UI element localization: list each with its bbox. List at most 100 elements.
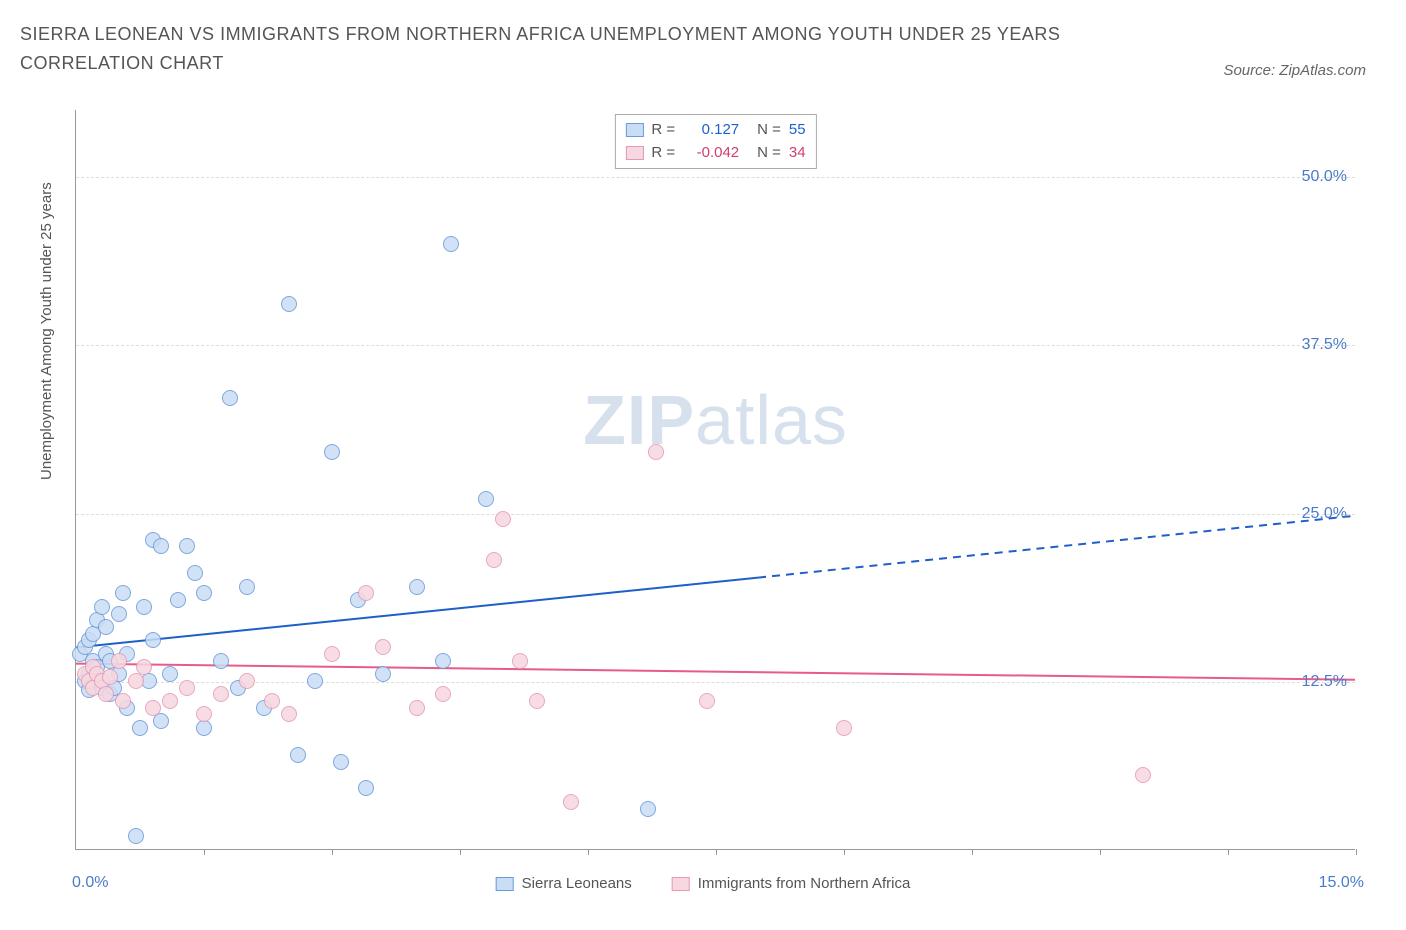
stat-n-label: N = [757, 119, 781, 142]
scatter-point [115, 585, 131, 601]
scatter-point [264, 693, 280, 709]
scatter-point [1135, 767, 1151, 783]
gridline-h [76, 682, 1355, 683]
gridline-h [76, 514, 1355, 515]
scatter-point [196, 585, 212, 601]
scatter-point [145, 632, 161, 648]
scatter-point [196, 706, 212, 722]
x-tick [716, 849, 717, 855]
x-tick [1228, 849, 1229, 855]
chart-container: SIERRA LEONEAN VS IMMIGRANTS FROM NORTHE… [20, 20, 1386, 910]
series-swatch [625, 123, 643, 137]
stats-legend-box: R =0.127N = 55R =-0.042N = 34 [614, 114, 816, 169]
scatter-point [529, 693, 545, 709]
scatter-point [358, 780, 374, 796]
gridline-h [76, 345, 1355, 346]
scatter-point [213, 653, 229, 669]
scatter-point [179, 680, 195, 696]
legend-bottom: Sierra Leoneans Immigrants from Northern … [496, 875, 911, 892]
scatter-point [836, 720, 852, 736]
scatter-point [179, 538, 195, 554]
x-tick [1356, 849, 1357, 855]
scatter-point [375, 666, 391, 682]
scatter-point [307, 673, 323, 689]
y-tick-label: 25.0% [1302, 505, 1347, 523]
scatter-point [358, 585, 374, 601]
scatter-point [512, 653, 528, 669]
x-tick [1100, 849, 1101, 855]
scatter-point [281, 296, 297, 312]
scatter-point [111, 606, 127, 622]
stat-r-label: R = [651, 142, 675, 165]
scatter-point [495, 511, 511, 527]
scatter-point [640, 801, 656, 817]
plot-area: ZIPatlas R =0.127N = 55R =-0.042N = 34 1… [75, 110, 1355, 850]
x-tick [204, 849, 205, 855]
scatter-point [136, 599, 152, 615]
trend-line-solid [76, 664, 1355, 680]
watermark-bold: ZIP [583, 381, 695, 459]
x-tick [332, 849, 333, 855]
scatter-point [132, 720, 148, 736]
scatter-point [324, 444, 340, 460]
scatter-point [153, 713, 169, 729]
scatter-point [648, 444, 664, 460]
scatter-point [187, 565, 203, 581]
watermark: ZIPatlas [583, 380, 848, 460]
source-attribution: Source: ZipAtlas.com [1223, 62, 1366, 79]
scatter-point [94, 599, 110, 615]
trend-lines-svg [76, 110, 1355, 849]
stat-r-value: 0.127 [687, 119, 739, 142]
series-swatch [625, 146, 643, 160]
stat-n-value: 34 [789, 142, 806, 165]
scatter-point [115, 693, 131, 709]
scatter-point [443, 236, 459, 252]
scatter-point [145, 700, 161, 716]
scatter-point [409, 700, 425, 716]
stat-n-label: N = [757, 142, 781, 165]
y-tick-label: 12.5% [1302, 673, 1347, 691]
scatter-point [239, 579, 255, 595]
x-tick [844, 849, 845, 855]
scatter-point [290, 747, 306, 763]
scatter-point [435, 686, 451, 702]
x-axis-min-label: 0.0% [72, 874, 108, 892]
scatter-point [111, 653, 127, 669]
legend-label: Sierra Leoneans [522, 875, 632, 892]
scatter-point [213, 686, 229, 702]
scatter-point [153, 538, 169, 554]
y-tick-label: 37.5% [1302, 336, 1347, 354]
gridline-h [76, 177, 1355, 178]
scatter-point [333, 754, 349, 770]
y-axis-label: Unemployment Among Youth under 25 years [38, 182, 55, 480]
scatter-point [478, 491, 494, 507]
legend-label: Immigrants from Northern Africa [698, 875, 911, 892]
scatter-point [162, 693, 178, 709]
stat-r-label: R = [651, 119, 675, 142]
legend-swatch [496, 877, 514, 891]
legend-swatch [672, 877, 690, 891]
scatter-point [375, 639, 391, 655]
scatter-point [563, 794, 579, 810]
trend-line-dashed [758, 516, 1355, 578]
scatter-point [102, 669, 118, 685]
scatter-point [435, 653, 451, 669]
scatter-point [128, 673, 144, 689]
scatter-point [98, 686, 114, 702]
watermark-light: atlas [695, 381, 848, 459]
scatter-point [281, 706, 297, 722]
scatter-point [409, 579, 425, 595]
legend-item: Immigrants from Northern Africa [672, 875, 911, 892]
stats-row: R =-0.042N = 34 [625, 142, 805, 165]
x-tick [972, 849, 973, 855]
scatter-point [170, 592, 186, 608]
scatter-point [98, 619, 114, 635]
chart-title: SIERRA LEONEAN VS IMMIGRANTS FROM NORTHE… [20, 20, 1120, 78]
scatter-point [324, 646, 340, 662]
x-axis-max-label: 15.0% [1319, 874, 1364, 892]
x-tick [460, 849, 461, 855]
scatter-point [239, 673, 255, 689]
legend-item: Sierra Leoneans [496, 875, 632, 892]
scatter-point [162, 666, 178, 682]
scatter-point [222, 390, 238, 406]
